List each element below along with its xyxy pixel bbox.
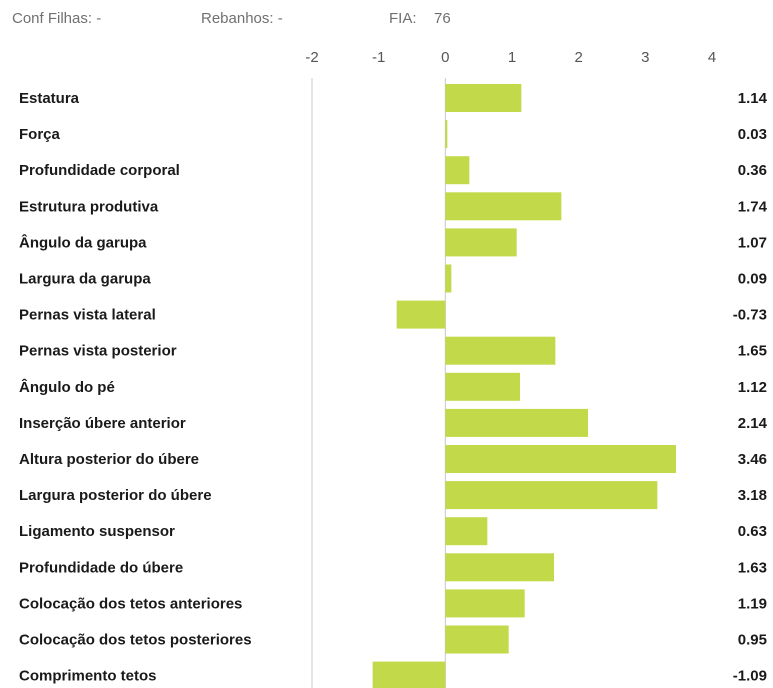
x-tick-label: 3: [641, 49, 649, 66]
value-label: 1.12: [738, 379, 767, 396]
bar: [445, 156, 470, 185]
bar: [445, 553, 554, 582]
value-label: 0.36: [738, 162, 767, 179]
category-label: Ligamento suspensor: [19, 523, 175, 540]
category-label: Profundidade do úbere: [19, 559, 183, 576]
x-tick-label: -1: [372, 49, 385, 66]
x-tick-label: 1: [508, 49, 516, 66]
category-label: Força: [19, 126, 61, 143]
x-tick-label: -2: [305, 49, 318, 66]
value-label: 1.65: [738, 343, 767, 360]
bar: [445, 264, 452, 293]
category-label: Estatura: [19, 90, 80, 107]
bar: [396, 300, 446, 329]
x-tick-label: 0: [441, 49, 449, 66]
bar: [445, 120, 448, 149]
category-label: Comprimento tetos: [19, 668, 157, 685]
value-label: 0.03: [738, 126, 767, 143]
conf-filhas-text: Conf Filhas: -: [12, 10, 102, 27]
bar: [445, 517, 488, 546]
bar: [445, 336, 556, 365]
value-label: 0.95: [738, 632, 767, 649]
value-label: 1.63: [738, 559, 767, 576]
category-label: Profundidade corporal: [19, 162, 180, 179]
bar: [445, 84, 522, 112]
category-label: Pernas vista lateral: [19, 307, 156, 324]
value-label: 1.07: [738, 234, 767, 251]
bar: [445, 192, 562, 221]
fia-label: FIA:: [389, 10, 417, 27]
x-tick-label: 4: [708, 49, 716, 66]
category-label: Estrutura produtiva: [19, 198, 159, 215]
bar: [445, 481, 658, 510]
fia-value: 76: [434, 10, 451, 27]
bar: [445, 589, 525, 618]
summary-header: Conf Filhas: - Rebanhos: - FIA: 76: [0, 10, 773, 32]
value-label: 0.63: [738, 523, 767, 540]
bar: [445, 625, 509, 654]
value-label: 1.74: [738, 198, 768, 215]
category-label: Colocação dos tetos anteriores: [19, 595, 242, 612]
value-label: 1.14: [738, 90, 768, 107]
x-tick-label: 2: [574, 49, 582, 66]
bar: [445, 228, 517, 257]
value-label: 1.19: [738, 595, 767, 612]
category-label: Ângulo da garupa: [19, 233, 147, 251]
bar: [372, 661, 446, 688]
category-label: Pernas vista posterior: [19, 343, 177, 360]
category-label: Largura da garupa: [19, 271, 151, 288]
bar: [445, 408, 588, 437]
value-label: 3.46: [738, 451, 767, 468]
value-label: -1.09: [733, 668, 767, 685]
category-label: Largura posterior do úbere: [19, 487, 212, 504]
value-label: 3.18: [738, 487, 767, 504]
category-label: Ângulo do pé: [19, 378, 115, 396]
category-label: Altura posterior do úbere: [19, 451, 199, 468]
bar: [445, 372, 520, 401]
rebanhos-text: Rebanhos: -: [201, 10, 283, 27]
category-label: Inserção úbere anterior: [19, 415, 186, 432]
value-label: -0.73: [733, 307, 767, 324]
bar: [445, 445, 676, 473]
value-label: 0.09: [738, 271, 767, 288]
category-label: Colocação dos tetos posteriores: [19, 632, 252, 649]
value-label: 2.14: [738, 415, 768, 432]
